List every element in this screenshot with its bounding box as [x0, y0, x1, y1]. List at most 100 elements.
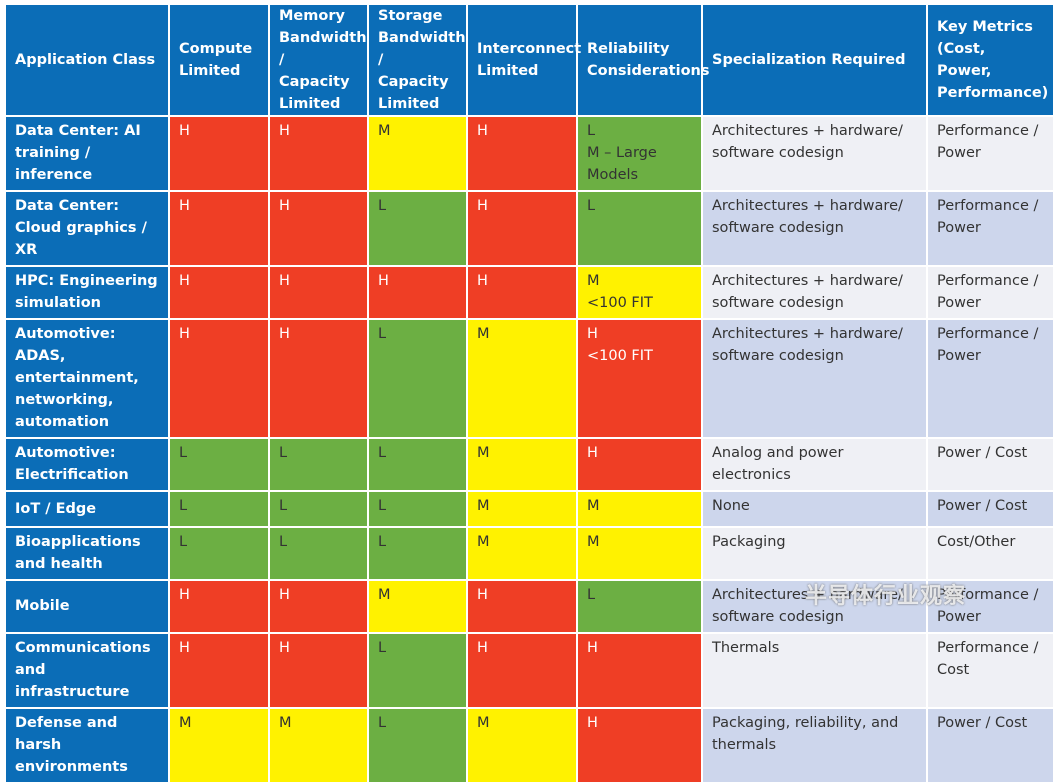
table-cell: H	[268, 318, 369, 439]
table-cell: H	[466, 190, 578, 267]
table-cell: Architectures + hardware/ software codes…	[701, 318, 928, 439]
table-row: Automotive: ADAS, entertainment, network…	[4, 318, 1055, 439]
table-cell: Performance / Power	[926, 579, 1055, 634]
page: Application Class Compute Limited Memory B…	[4, 3, 1055, 784]
table-cell: H	[268, 579, 369, 634]
header-cell: Compute Limited	[168, 3, 270, 117]
row-header: Automotive: ADAS, entertainment, network…	[4, 318, 170, 439]
row-header: Data Center: Cloud graphics / XR	[4, 190, 170, 267]
table-cell: M	[466, 318, 578, 439]
table-cell: L	[367, 318, 468, 439]
table-body: Data Center: AI training / inference H H M H…	[4, 115, 1055, 784]
header-row: Application Class Compute Limited Memory B…	[4, 3, 1055, 117]
table-cell: Architectures + hardware/ software codes…	[701, 190, 928, 267]
table-cell: M	[466, 437, 578, 492]
table-cell: H	[168, 265, 270, 320]
table-row: IoT / Edge L L L M M None Power / Cost	[4, 490, 1055, 528]
table-row: Automotive: Electrification L L L M H Analog a…	[4, 437, 1055, 492]
table-cell: M	[168, 707, 270, 784]
table-cell: M	[466, 707, 578, 784]
table-cell: H	[168, 190, 270, 267]
table-cell: H	[466, 115, 578, 192]
table-row: HPC: Engineering simulation H H H H M <100 FI…	[4, 265, 1055, 320]
table-cell: H	[576, 632, 703, 709]
table-cell: H	[168, 579, 270, 634]
table-cell: L	[367, 707, 468, 784]
table-cell: L	[168, 490, 270, 528]
table-cell: Cost/Other	[926, 526, 1055, 581]
table-cell: Packaging	[701, 526, 928, 581]
header-cell: Key Metrics (Cost, Power, Performance)	[926, 3, 1055, 117]
table-cell: Thermals	[701, 632, 928, 709]
table-cell: Power / Cost	[926, 490, 1055, 528]
watermark: 半导体行业观察	[805, 584, 967, 609]
table-cell: Architectures + hardware/ software codes…	[701, 265, 928, 320]
table-cell: H	[168, 318, 270, 439]
table-cell: L	[268, 437, 369, 492]
row-header: Mobile	[4, 579, 170, 634]
table-cell: H	[268, 265, 369, 320]
table-cell: None	[701, 490, 928, 528]
table-cell: L	[576, 190, 703, 267]
table-row: Data Center: AI training / inference H H M H…	[4, 115, 1055, 192]
row-header: Automotive: Electrification	[4, 437, 170, 492]
table-cell: L	[268, 490, 369, 528]
table-cell: M	[466, 526, 578, 581]
table-cell: M	[367, 579, 468, 634]
table-cell: H	[466, 265, 578, 320]
table-cell: Performance / Power	[926, 265, 1055, 320]
table-cell: Performance / Power	[926, 115, 1055, 192]
table-cell: H	[466, 579, 578, 634]
table-cell: L	[367, 490, 468, 528]
header-cell: Storage Bandwidth / Capacity Limited	[367, 3, 468, 117]
table-cell: M	[367, 115, 468, 192]
table-cell: Power / Cost	[926, 707, 1055, 784]
data-table: Application Class Compute Limited Memory B…	[4, 3, 1055, 784]
table-cell: H	[367, 265, 468, 320]
table-cell: H <100 FIT	[576, 318, 703, 439]
table-cell: L	[168, 437, 270, 492]
header-cell: Specialization Required	[701, 3, 928, 117]
row-header: Defense and harsh environments	[4, 707, 170, 784]
table-row: Data Center: Cloud graphics / XR H H L H L Arc…	[4, 190, 1055, 267]
table-cell: L	[576, 579, 703, 634]
table-cell: H	[168, 115, 270, 192]
header-cell: Application Class	[4, 3, 170, 117]
row-header: HPC: Engineering simulation	[4, 265, 170, 320]
table-cell: M	[466, 490, 578, 528]
table-cell: H	[268, 115, 369, 192]
table-row: Mobile H H M H L Architectures + hardware/ sof…	[4, 579, 1055, 634]
table-cell: M	[576, 490, 703, 528]
row-header: IoT / Edge	[4, 490, 170, 528]
table-cell: Performance / Cost	[926, 632, 1055, 709]
header-cell: Reliability Considerations	[576, 3, 710, 117]
table-cell: L	[168, 526, 270, 581]
table-cell: H	[576, 437, 703, 492]
table-cell: M <100 FIT	[576, 265, 703, 320]
table-cell: H	[168, 632, 270, 709]
table-cell: H	[268, 632, 369, 709]
table-cell: L	[268, 526, 369, 581]
table-cell: H	[466, 632, 578, 709]
row-header: Data Center: AI training / inference	[4, 115, 170, 192]
header-cell: Interconnect Limited	[466, 3, 581, 117]
row-header: Bioapplications and health	[4, 526, 170, 581]
table-row: Defense and harsh environments M M L M H Packa…	[4, 707, 1055, 784]
table-cell: Performance / Power	[926, 190, 1055, 267]
table-row: Communications and infrastructure H H L H H Th…	[4, 632, 1055, 709]
table-cell: L M – Large Models	[576, 115, 703, 192]
table-cell: Packaging, reliability, and thermals	[701, 707, 928, 784]
table-cell: L	[367, 526, 468, 581]
table-cell: L	[367, 437, 468, 492]
table-cell: H	[576, 707, 703, 784]
table-cell: Analog and power electronics	[701, 437, 928, 492]
header-cell: Memory Bandwidth / Capacity Limited	[268, 3, 369, 117]
table-cell: Architectures + hardware/ software codes…	[701, 579, 928, 634]
table-cell: H	[268, 190, 369, 267]
table-cell: M	[576, 526, 703, 581]
table-row: Bioapplications and health L L L M M Packaging…	[4, 526, 1055, 581]
table-cell: Architectures + hardware/ software codes…	[701, 115, 928, 192]
table-cell: L	[367, 632, 468, 709]
table-cell: Power / Cost	[926, 437, 1055, 492]
table-cell: M	[268, 707, 369, 784]
